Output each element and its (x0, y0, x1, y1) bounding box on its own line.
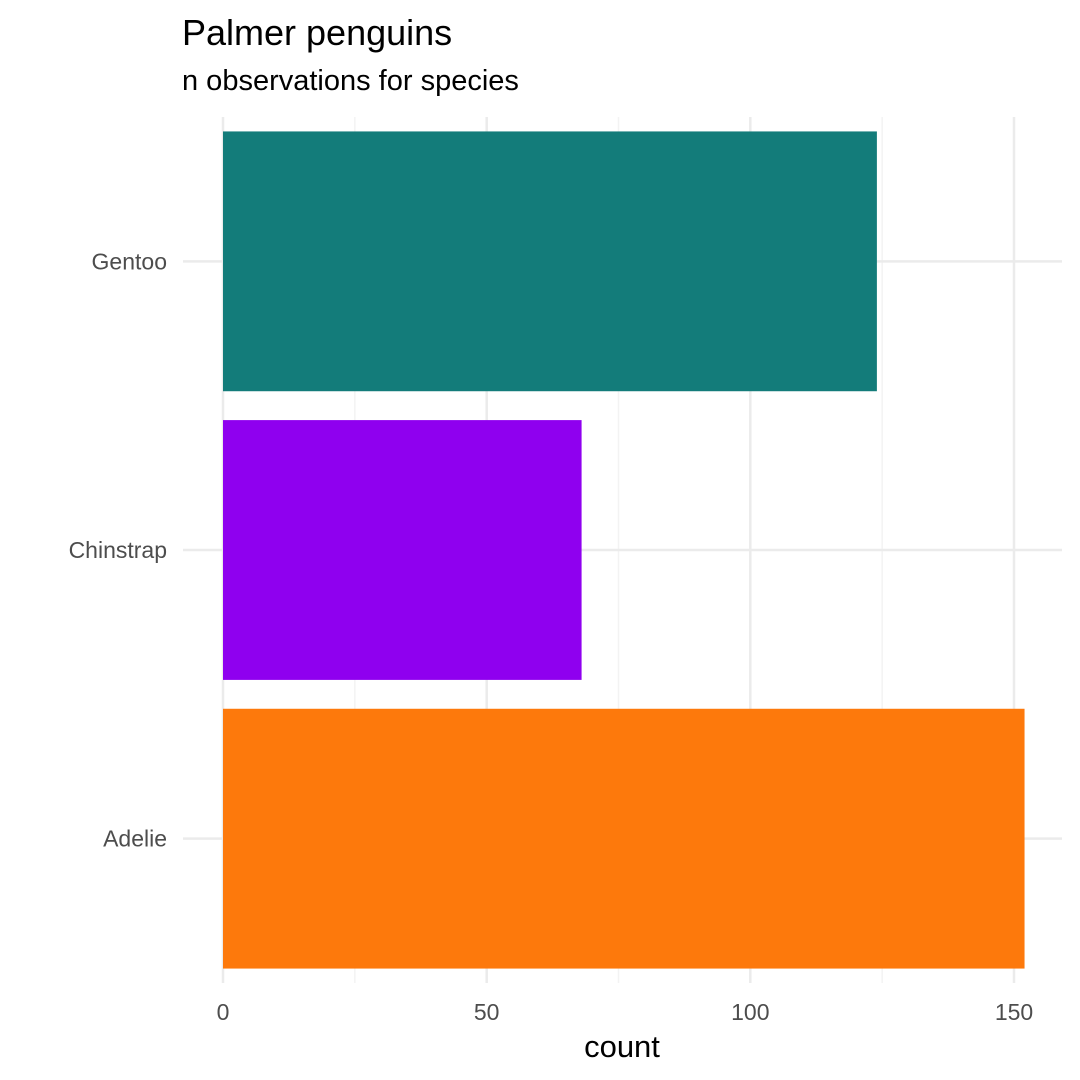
x-tick-label: 150 (995, 999, 1033, 1025)
y-tick-label: Adelie (103, 826, 167, 852)
chart-title: Palmer penguins (182, 12, 453, 53)
y-tick-label: Gentoo (92, 248, 167, 274)
bar-adelie (223, 708, 1025, 969)
x-axis-title: count (584, 1029, 660, 1064)
bar-chinstrap (223, 420, 582, 680)
x-tick-label: 100 (731, 999, 769, 1025)
bar-gentoo (223, 131, 877, 392)
x-tick-label: 50 (474, 999, 500, 1025)
chart-subtitle: n observations for species (182, 65, 519, 97)
y-axis-labels: Adelie Chinstrap Gentoo (69, 248, 167, 851)
x-tick-label: 0 (217, 999, 230, 1025)
y-tick-label: Chinstrap (69, 537, 167, 563)
bars (223, 131, 1025, 969)
x-axis-labels: 0 50 100 150 (217, 999, 1034, 1025)
